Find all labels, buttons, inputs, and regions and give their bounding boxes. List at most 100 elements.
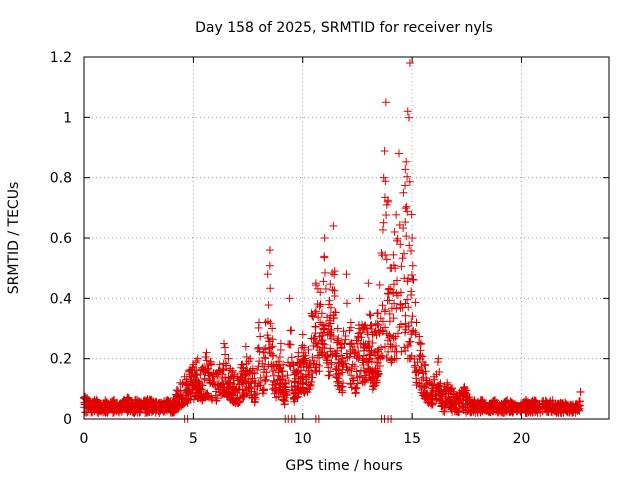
data-point — [290, 395, 299, 404]
data-point — [313, 342, 322, 351]
data-point — [419, 373, 428, 382]
data-point — [93, 396, 102, 405]
data-point — [110, 399, 119, 408]
data-point — [403, 207, 412, 216]
data-point — [363, 328, 372, 337]
data-point — [158, 402, 167, 411]
data-point — [324, 371, 333, 380]
data-point — [250, 393, 259, 402]
data-point — [327, 325, 336, 334]
data-point — [323, 353, 332, 362]
data-point — [368, 373, 377, 382]
data-point — [415, 332, 424, 341]
data-point — [256, 373, 265, 382]
data-point — [398, 254, 407, 263]
data-point — [304, 345, 313, 354]
data-point — [143, 408, 152, 417]
data-point — [412, 380, 421, 389]
data-point — [490, 396, 499, 405]
data-point — [443, 378, 452, 387]
data-point — [469, 399, 478, 408]
data-point — [526, 402, 535, 411]
data-point — [320, 268, 329, 277]
data-points — [80, 59, 585, 423]
data-point — [136, 402, 145, 411]
data-point — [404, 274, 413, 283]
data-point — [445, 401, 454, 410]
data-point — [106, 402, 115, 411]
data-point — [401, 218, 410, 227]
data-point — [343, 299, 352, 308]
data-point — [312, 307, 321, 316]
data-point — [256, 381, 265, 390]
data-point — [194, 377, 203, 386]
data-point — [409, 326, 418, 335]
data-point — [237, 360, 246, 369]
data-point — [373, 320, 382, 329]
data-point — [330, 270, 339, 279]
data-point — [408, 234, 417, 242]
data-point — [275, 353, 284, 362]
data-point — [360, 378, 369, 387]
data-point — [179, 400, 188, 409]
y-tick-label: 0.6 — [50, 231, 72, 247]
data-point — [362, 343, 371, 352]
chart-title: Day 158 of 2025, SRMTID for receiver nyl… — [195, 20, 493, 36]
data-point — [221, 377, 230, 386]
data-point — [539, 396, 548, 405]
data-point — [440, 383, 449, 392]
data-point — [339, 379, 348, 388]
data-point — [367, 324, 376, 333]
data-point — [460, 384, 469, 393]
data-point — [347, 383, 356, 392]
data-point — [229, 382, 238, 391]
data-point — [438, 401, 447, 410]
data-point — [412, 318, 421, 327]
data-point — [278, 367, 287, 376]
data-point — [284, 340, 293, 349]
data-point — [246, 354, 255, 363]
data-point — [399, 249, 408, 258]
data-point — [322, 355, 331, 364]
data-point — [392, 289, 401, 298]
data-point — [418, 391, 427, 400]
data-point — [220, 388, 229, 397]
data-point — [377, 249, 386, 258]
data-point — [396, 240, 405, 249]
data-point — [402, 202, 411, 211]
data-point — [392, 354, 401, 363]
data-point — [409, 276, 418, 285]
data-point — [459, 406, 468, 415]
data-point — [211, 369, 220, 378]
data-point — [327, 360, 336, 369]
data-point — [535, 404, 544, 413]
data-point — [372, 331, 381, 340]
data-point — [313, 351, 322, 360]
data-point — [368, 385, 377, 394]
data-point — [233, 372, 242, 381]
data-point — [552, 405, 561, 414]
data-point — [383, 289, 392, 298]
data-point — [355, 352, 364, 361]
data-point — [192, 391, 201, 400]
data-point — [384, 285, 393, 294]
data-point — [291, 368, 300, 377]
data-point — [189, 360, 198, 369]
data-point — [406, 246, 415, 255]
data-point — [315, 367, 324, 376]
data-point — [243, 388, 252, 397]
data-point — [401, 346, 410, 355]
x-tick-label: 0 — [80, 431, 89, 447]
data-point — [128, 408, 137, 417]
data-point — [214, 368, 223, 377]
data-point — [411, 328, 420, 337]
data-point — [198, 363, 207, 372]
data-point — [430, 372, 438, 381]
data-point — [221, 389, 230, 398]
data-point — [507, 406, 516, 415]
data-point — [565, 405, 574, 414]
data-point — [521, 399, 530, 408]
data-point — [265, 246, 274, 255]
data-point — [382, 353, 391, 362]
data-point — [119, 399, 128, 408]
